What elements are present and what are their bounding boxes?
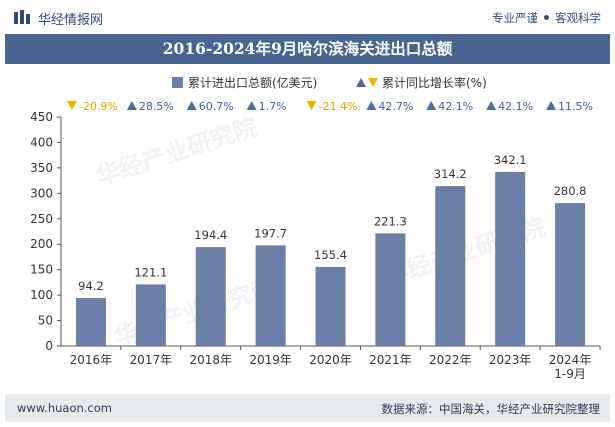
footer-url: www.huaon.com (17, 401, 112, 415)
bar-value-label: 94.2 (78, 279, 104, 293)
footer: www.huaon.com 数据来源：中国海关，华经产业研究院整理 (5, 394, 610, 422)
growth-up-triangle-icon (366, 101, 377, 110)
brand-name: 华经情报网 (38, 13, 104, 28)
growth-rate-label: 11.5% (558, 100, 593, 113)
bar (255, 245, 286, 346)
x-tick-label: 2016年 (70, 353, 113, 367)
bar (435, 186, 466, 346)
separator-dot (544, 15, 549, 20)
y-tick-label: 450 (30, 110, 53, 124)
y-tick-label: 200 (30, 237, 53, 251)
bar (555, 203, 586, 346)
y-tick-label: 350 (30, 161, 53, 175)
y-tick-label: 150 (30, 263, 53, 277)
bar-value-label: 314.2 (434, 167, 467, 181)
bar (75, 298, 106, 346)
bar-value-label: 221.3 (374, 214, 407, 228)
bar-value-label: 342.1 (494, 153, 527, 167)
x-tick-label: 2017年 (130, 353, 173, 367)
growth-down-triangle-icon (66, 101, 77, 110)
y-tick-label: 400 (30, 135, 53, 149)
bar-value-label: 121.1 (134, 265, 167, 279)
growth-rate-label: 1.7% (259, 100, 287, 113)
growth-rate-label: 28.5% (139, 100, 174, 113)
x-tick-label: 2022年 (429, 353, 472, 367)
legend-triangle-down-icon (368, 78, 378, 87)
growth-rate-label: 42.1% (438, 100, 473, 113)
bar-value-label: 155.4 (314, 248, 347, 262)
growth-rate-label: -20.9% (79, 100, 118, 113)
legend-swatch-total (172, 77, 183, 88)
bar (195, 247, 226, 346)
legend-label-total: 累计进出口总额(亿美元) (188, 75, 317, 90)
bar (495, 171, 526, 346)
bar-value-label: 194.4 (194, 228, 227, 242)
y-tick-label: 250 (30, 212, 53, 226)
title-bar: 2016-2024年9月哈尔滨海关进出口总额 (5, 34, 610, 64)
growth-rate-label: 42.7% (378, 100, 413, 113)
bar (135, 284, 166, 346)
growth-rate-label: 42.1% (498, 100, 533, 113)
growth-up-triangle-icon (486, 101, 497, 110)
legend-label-growth: 累计同比增长率(%) (382, 75, 487, 90)
data-source: 数据来源：中国海关，华经产业研究院整理 (381, 402, 601, 416)
tagline-left: 专业严谨 (492, 11, 538, 25)
y-tick-label: 100 (30, 288, 53, 302)
x-tick-label: 2018年 (189, 353, 232, 367)
logo-icon (14, 10, 30, 24)
x-tick-label: 2024年 (549, 353, 592, 367)
growth-rate-label: 60.7% (199, 100, 234, 113)
y-tick-label: 50 (38, 314, 53, 328)
bar (315, 266, 346, 346)
growth-down-triangle-icon (306, 101, 317, 110)
growth-up-triangle-icon (426, 101, 437, 110)
bar-value-label: 280.8 (554, 184, 587, 198)
top-bar: 华经情报网 专业严谨 客观科学 (0, 0, 615, 34)
x-tick-label: 2019年 (249, 353, 292, 367)
x-tick-label: 2020年 (309, 353, 352, 367)
growth-up-triangle-icon (186, 101, 197, 110)
legend-triangle-up-icon (356, 78, 366, 87)
y-tick-label: 0 (45, 339, 53, 353)
x-tick-label: 2023年 (489, 353, 532, 367)
growth-up-triangle-icon (126, 101, 137, 110)
tagline-right: 客观科学 (555, 11, 601, 25)
chart-title: 2016-2024年9月哈尔滨海关进出口总额 (162, 39, 453, 58)
bar-value-label: 197.7 (254, 226, 287, 240)
y-tick-label: 300 (30, 186, 53, 200)
bar-chart: 累计进出口总额(亿美元) 累计同比增长率(%) 0 50 100 150 200 250 300… (30, 75, 601, 381)
x-tick-label: 1-9月 (554, 367, 586, 381)
x-tick-label: 2021年 (369, 353, 412, 367)
growth-up-triangle-icon (546, 101, 557, 110)
growth-up-triangle-icon (246, 101, 257, 110)
tagline: 专业严谨 客观科学 (492, 10, 601, 26)
bar (375, 233, 406, 346)
growth-rate-label: -21.4% (319, 100, 358, 113)
